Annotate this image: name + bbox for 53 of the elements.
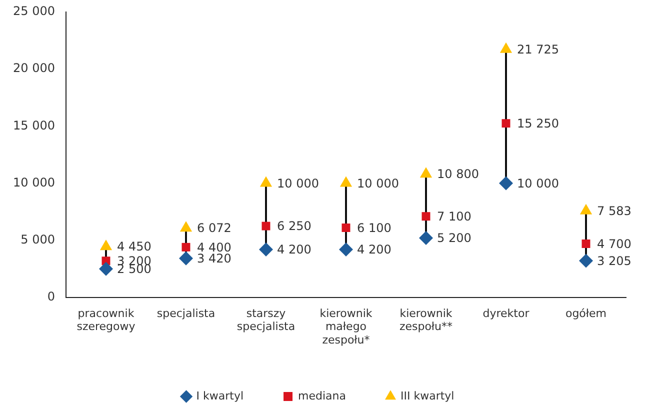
- x-tick-label: kierownik zespołu**: [399, 306, 454, 334]
- point: [340, 176, 352, 187]
- x-tick-label: pracownik szeregowy: [76, 306, 136, 334]
- point: [100, 240, 112, 250]
- x-tick-label: dyrektor: [482, 306, 530, 320]
- point: [500, 42, 512, 53]
- data-label: 6 072: [196, 221, 232, 236]
- point: [579, 254, 593, 268]
- x-tick-label: ogółem: [565, 306, 607, 320]
- data-label: 3 205: [597, 254, 632, 268]
- data-label: 4 450: [116, 240, 152, 254]
- point: [260, 176, 272, 187]
- data-label: 4 200: [356, 242, 392, 257]
- legend-label: I kwartyl: [196, 389, 244, 402]
- legend-label: mediana: [298, 389, 346, 402]
- y-tick-label: 0: [47, 290, 55, 304]
- point: [342, 224, 350, 232]
- point: [180, 221, 192, 232]
- data-label: 7 100: [436, 209, 472, 224]
- data-label: 15 250: [516, 116, 559, 130]
- x-tick-label: starszy specjalista: [236, 306, 296, 334]
- point: [420, 167, 432, 178]
- y-tick-label: 15 000: [12, 118, 55, 132]
- point: [580, 204, 592, 214]
- data-label: 6 100: [356, 220, 392, 235]
- point: [418, 231, 433, 246]
- data-label: 10 000: [276, 176, 319, 190]
- data-label: 10 000: [516, 176, 559, 190]
- point: [422, 212, 430, 221]
- data-label: 4 200: [276, 242, 312, 257]
- y-tick-label: 5 000: [20, 232, 55, 246]
- legend-label: III kwartyl: [400, 389, 454, 402]
- point: [178, 251, 193, 266]
- data-label: 21 725: [516, 42, 559, 57]
- point: [258, 242, 273, 256]
- data-label: 5 200: [436, 231, 472, 246]
- x-tick-label: kierownik małego zespołu*: [320, 306, 373, 346]
- point: [98, 262, 113, 276]
- point: [338, 242, 353, 256]
- y-tick-label: 10 000: [12, 175, 55, 190]
- x-tick-label: specjalista: [156, 306, 216, 320]
- point: [262, 222, 270, 230]
- data-label: 10 800: [436, 167, 479, 182]
- data-label: 6 250: [276, 219, 312, 234]
- data-label: 7 583: [597, 204, 632, 218]
- data-label: 4 700: [597, 236, 632, 251]
- point: [182, 242, 190, 252]
- point: [582, 240, 590, 248]
- y-tick-label: 25 000: [12, 4, 55, 18]
- y-tick-label: 20 000: [12, 61, 55, 76]
- data-label: 10 000: [356, 176, 399, 190]
- point: [499, 176, 513, 190]
- point: [502, 119, 510, 128]
